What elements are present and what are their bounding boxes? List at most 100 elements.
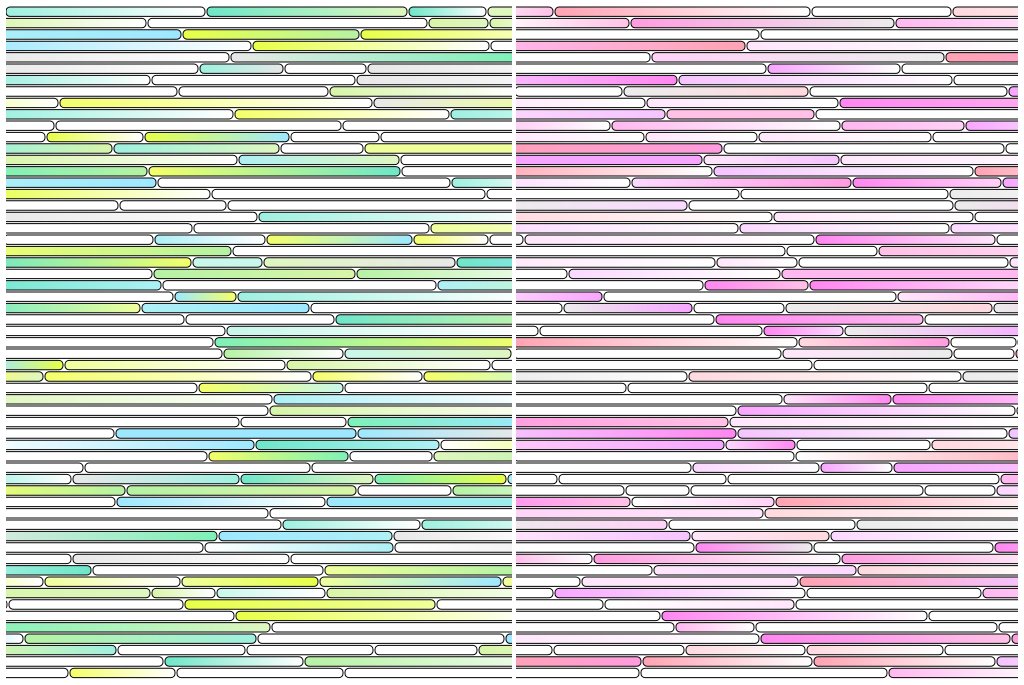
stripe-segment (6, 131, 46, 143)
stripe-segment (252, 40, 490, 52)
stripe-segment (151, 74, 356, 86)
stripe-segment (692, 462, 820, 473)
stripe-segment (516, 416, 729, 428)
stripe-segment (982, 587, 1018, 599)
stripe-segment (44, 371, 312, 382)
stripe-segment (356, 74, 512, 86)
stripe-segment (516, 565, 653, 576)
stripe-segment (324, 565, 512, 576)
stripe-segment (6, 622, 271, 633)
stripe-segment (516, 519, 668, 530)
stripe-segment (737, 428, 1008, 439)
stripe-segment (688, 200, 954, 211)
stripe-segment (46, 131, 144, 143)
stripe-segment (151, 587, 216, 599)
stripe-segment (6, 416, 240, 428)
stripe-segment (6, 382, 198, 394)
stripe-segment (841, 120, 965, 131)
stripe-segment (666, 109, 815, 120)
stripe-segment (516, 610, 661, 622)
stripe-segment (924, 314, 1018, 325)
stripe-segment (373, 97, 512, 109)
stripe-segment (157, 177, 451, 188)
stripe-segment (55, 120, 342, 131)
stripe-segment (516, 428, 737, 439)
stripe-segment (440, 439, 512, 451)
stripe-segment (949, 188, 1018, 200)
stripe-segment (360, 29, 512, 40)
stripe-segment (6, 154, 238, 166)
left-stripe-artwork (6, 6, 512, 679)
stripe-segment (809, 280, 1018, 291)
stripe-segment (516, 177, 631, 188)
stripe-segment (6, 86, 178, 97)
stripe-segment (516, 302, 563, 314)
stripe-segment (893, 462, 1018, 473)
stripe-segment (8, 599, 184, 610)
stripe-segment (811, 6, 952, 17)
stripe-segment (433, 451, 512, 462)
stripe-segment (6, 177, 157, 188)
stripe-segment (413, 234, 489, 245)
panel-divider (512, 0, 516, 685)
stripe-segment (147, 17, 428, 29)
stripe-segment (144, 131, 290, 143)
stripe-segment (490, 40, 512, 52)
stripe-segment (6, 280, 162, 291)
stripe-segment (688, 371, 962, 382)
stripe-segment (581, 576, 799, 587)
stripe-segment (312, 371, 423, 382)
stripe-segment (6, 508, 269, 519)
stripe-segment (953, 74, 1018, 86)
stripe-segment (716, 257, 798, 268)
stripe-segment (516, 508, 764, 519)
stripe-segment (184, 599, 436, 610)
stripe-segment (755, 622, 998, 633)
stripe-segment (516, 644, 553, 656)
stripe-segment (280, 143, 364, 154)
stripe-segment (319, 576, 502, 587)
stripe-segment (394, 542, 512, 553)
stripe-segment (795, 451, 1018, 462)
stripe-segment (226, 325, 512, 337)
stripe-segment (693, 302, 785, 314)
stripe-segment (928, 610, 1018, 622)
stripe-segment (408, 6, 487, 17)
stripe-segment (266, 234, 413, 245)
stripe-segment (993, 302, 1018, 314)
stripe-segment (1002, 177, 1018, 188)
stripe-segment (924, 485, 996, 496)
stripe-segment (491, 359, 512, 371)
stripe-segment (6, 29, 182, 40)
stripe-segment (553, 644, 685, 656)
stripe-segment (456, 257, 512, 268)
stripe-segment (844, 325, 1018, 337)
stripe-segment (6, 52, 230, 63)
stripe-segment (6, 302, 141, 314)
stripe-segment (952, 6, 1018, 17)
stripe-segment (478, 644, 512, 656)
stripe-segment (344, 382, 512, 394)
stripe-segment (516, 74, 678, 86)
stripe-segment (116, 496, 326, 508)
stripe-segment (715, 314, 924, 325)
stripe-segment (611, 120, 841, 131)
stripe-segment (558, 473, 727, 485)
stripe-segment (799, 576, 1018, 587)
stripe-segment (928, 382, 1018, 394)
stripe-segment (428, 17, 489, 29)
stripe-segment (290, 131, 380, 143)
stripe-segment (6, 166, 148, 177)
stripe-segment (516, 211, 773, 223)
stripe-segment (668, 519, 856, 530)
stripe-segment (282, 519, 421, 530)
stripe-segment (204, 542, 394, 553)
stripe-segment (739, 223, 950, 234)
stripe-segment (950, 223, 1018, 234)
stripe-segment (815, 109, 1018, 120)
stripe-segment (218, 530, 393, 542)
stripe-segment (760, 633, 1011, 644)
stripe-segment (6, 405, 269, 416)
stripe-segment (773, 211, 974, 223)
stripe-segment (181, 576, 319, 587)
